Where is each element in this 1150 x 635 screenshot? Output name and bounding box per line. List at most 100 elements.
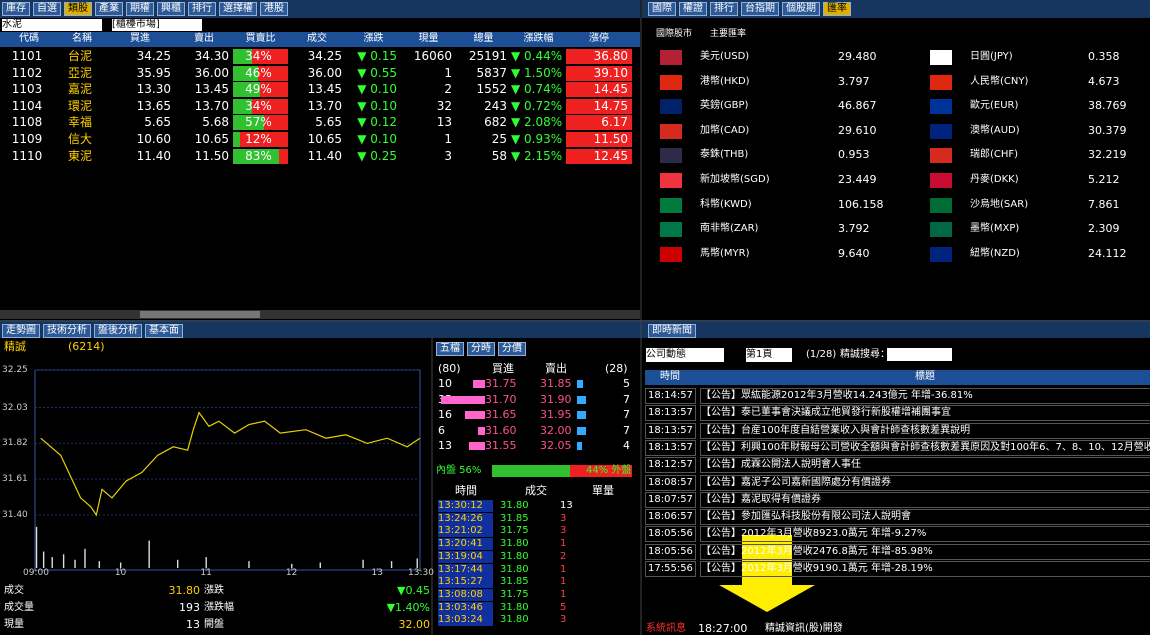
column-header: 漲停 (589, 33, 609, 44)
news-time[interactable]: 18:08:57 (645, 474, 696, 491)
cell: 34% (245, 98, 272, 113)
tab[interactable]: 走勢圖 (2, 324, 40, 338)
news-time[interactable]: 18:13:57 (645, 422, 696, 439)
news-time[interactable]: 18:14:57 (645, 388, 696, 404)
news-title[interactable]: 【公告】2012年3月營收8923.0萬元 年增-9.27% (700, 526, 1150, 543)
tab[interactable]: 台指期 (741, 2, 779, 16)
news-title[interactable]: 【公告】2012年3月營收2476.8萬元 年增-85.98% (700, 543, 1150, 560)
volume-bar (62, 554, 65, 568)
search-box[interactable] (887, 348, 952, 361)
status-text: 精誠資訊(股)開發 (765, 623, 843, 634)
news-time[interactable]: 18:05:56 (645, 526, 696, 543)
bid-price: 31.70 (485, 392, 517, 406)
news-time[interactable]: 18:13:57 (645, 439, 696, 456)
limit-bg (566, 49, 632, 64)
tab[interactable]: 港股 (260, 2, 288, 16)
option[interactable]: 國際股市 (656, 29, 693, 39)
flag (930, 74, 952, 90)
news-time[interactable]: 18:05:56 (645, 543, 696, 560)
news-time[interactable]: 18:12:57 (645, 457, 696, 474)
currency-rate: 3.797 (838, 74, 870, 88)
cell: 環泥 (67, 98, 92, 113)
tab[interactable]: 分時 (467, 342, 495, 356)
ask-bar (577, 426, 586, 435)
news-title[interactable]: 【公告】2012年3月營收9190.1萬元 年增-28.19% (700, 561, 1150, 577)
currency-name: 瑞郎(CHF) (970, 149, 1019, 161)
cell: 6.17 (601, 115, 628, 130)
trade-price: 31.80 (500, 500, 529, 511)
news-title[interactable]: 【公告】台産100年度自結營業收入與會計師查核數差異說明 (700, 422, 1150, 439)
tab[interactable]: 分價 (498, 342, 526, 356)
tab[interactable]: 自選 (33, 2, 61, 16)
cell: 682 (484, 115, 507, 130)
news-time[interactable]: 18:13:57 (645, 405, 696, 422)
option[interactable]: 主要匯率 (710, 29, 747, 39)
tab[interactable]: 權證 (679, 2, 707, 16)
news-time[interactable]: 17:55:56 (645, 561, 696, 577)
tab[interactable]: 匯率 (823, 2, 851, 16)
tab[interactable]: 庫存 (2, 2, 30, 16)
ask-bar (577, 442, 582, 450)
tab[interactable]: 技術分析 (43, 324, 91, 338)
cell: 11.50 (194, 148, 229, 163)
ask-qty: 5 (623, 377, 630, 390)
tab[interactable]: 排行 (710, 2, 738, 16)
news-title[interactable]: 【公告】利興100年財報母公司營收全額與會計師查核數差異原因及對100年6、7、… (700, 439, 1150, 456)
trade-time: 13:17:44 (438, 563, 493, 576)
trade-time: 13:08:08 (438, 588, 493, 601)
news-title[interactable]: 【公告】嘉泥取得有價證券 (700, 491, 1150, 508)
cell: ▼ 0.74% (511, 82, 563, 97)
inner-label: 內盤 56% (436, 465, 482, 476)
tab[interactable]: 五檔 (436, 342, 464, 356)
info-label: 成交量 (4, 602, 34, 613)
currency-name: 新加坡幣(SGD) (700, 174, 770, 185)
news-title[interactable]: 【公告】嘉泥子公司嘉新國際處分有價證券 (700, 474, 1150, 491)
ask-qty: 4 (623, 439, 630, 452)
tab[interactable]: 盤後分析 (94, 324, 142, 338)
cell: ▼ 1.50% (511, 65, 563, 80)
cell: 13.30 (136, 82, 171, 97)
news-time[interactable]: 18:06:57 (645, 509, 696, 526)
cell: 台泥 (67, 49, 92, 63)
currency-rate: 30.379 (1088, 123, 1127, 137)
tab[interactable]: 類股 (64, 2, 92, 16)
tab[interactable]: 即時新聞 (648, 324, 696, 338)
cell: 1101 (11, 49, 43, 63)
cell: 幸福 (67, 115, 92, 130)
news-time[interactable]: 18:07:57 (645, 491, 696, 508)
tab[interactable]: 國際 (648, 2, 676, 16)
tab[interactable]: 選擇權 (219, 2, 257, 16)
tab[interactable]: 排行 (188, 2, 216, 16)
column-header: 總量 (473, 33, 494, 44)
currency-rate: 29.480 (838, 50, 877, 63)
tab[interactable]: 基本面 (145, 324, 183, 338)
currency-rate: 4.673 (1088, 74, 1120, 88)
volume-bar (248, 561, 250, 568)
category[interactable]: 公司動態 (646, 348, 724, 362)
filter[interactable]: 水泥 (2, 19, 102, 31)
trade-qty: 3 (560, 512, 567, 524)
news-title[interactable]: 【公告】參加匯弘科技股份有限公司法人說明會 (700, 509, 1150, 526)
stock-code: (6214) (68, 340, 105, 353)
cell: 12% (245, 132, 272, 146)
flag (930, 99, 952, 115)
news-title[interactable]: 【公告】成霖公開法人說明會人事任 (700, 457, 1150, 474)
news-title[interactable]: 【公告】眾紘能源2012年3月營收14.243億元 年增-36.81% (700, 388, 1150, 404)
info-label: 開盤 (204, 619, 224, 630)
bid-qty: 6 (438, 423, 445, 437)
page[interactable]: 第1頁 (746, 348, 792, 362)
x-tick-label: 11 (200, 568, 212, 578)
filter[interactable]: [櫃檯市場] (112, 19, 202, 31)
bid-price: 31.55 (485, 439, 517, 452)
cell: 14.75 (593, 98, 628, 113)
bid-bar (468, 442, 485, 450)
cell: 亞泥 (67, 65, 92, 80)
tab[interactable]: 興櫃 (157, 2, 185, 16)
tab[interactable]: 個股期 (782, 2, 820, 16)
search: 精誠搜尋： (840, 349, 890, 360)
bid-price: 31.60 (485, 423, 517, 437)
tab[interactable]: 產業 (95, 2, 123, 16)
news-title[interactable]: 【公告】泰已董事會決議成立他貿發行新股權增補團事宜 (700, 405, 1150, 422)
tab[interactable]: 期權 (126, 2, 154, 16)
